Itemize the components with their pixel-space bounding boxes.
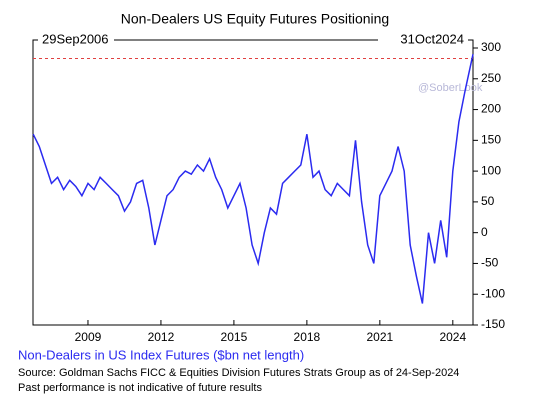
y-tick-label: 0: [481, 225, 488, 239]
source: Source: Goldman Sachs FICC & Equities Di…: [18, 367, 459, 379]
x-tick-label: 2012: [148, 330, 175, 344]
y-tick-label: 200: [481, 102, 501, 116]
start-label: 29Sep2006: [42, 31, 109, 46]
watermark: @SoberLook: [418, 82, 483, 94]
x-tick-label: 2015: [221, 330, 248, 344]
label-bg: [38, 32, 114, 48]
end-label: 31Oct2024: [400, 31, 464, 46]
series-line: [32, 54, 474, 304]
y-tick-label: 50: [481, 194, 495, 208]
legend-label: Non-Dealers in US Index Futures ($bn net…: [18, 347, 304, 362]
label-bg: [378, 32, 468, 48]
x-tick-label: 2009: [75, 330, 102, 344]
y-tick-label: 300: [481, 40, 501, 54]
y-tick-label: 150: [481, 133, 501, 147]
note: Past performance is not indicative of fu…: [18, 382, 262, 394]
chart-title: Non-Dealers US Equity Futures Positionin…: [121, 11, 389, 27]
y-tick-label: -150: [481, 317, 505, 331]
x-tick-label: 2024: [439, 330, 466, 344]
plot-frame: [32, 39, 474, 326]
x-tick-label: 2018: [294, 330, 321, 344]
y-tick-label: -50: [481, 256, 499, 270]
y-tick-label: 250: [481, 71, 501, 85]
y-tick-label: 100: [481, 163, 501, 177]
x-tick-label: 2021: [366, 330, 393, 344]
y-tick-label: -100: [481, 286, 505, 300]
